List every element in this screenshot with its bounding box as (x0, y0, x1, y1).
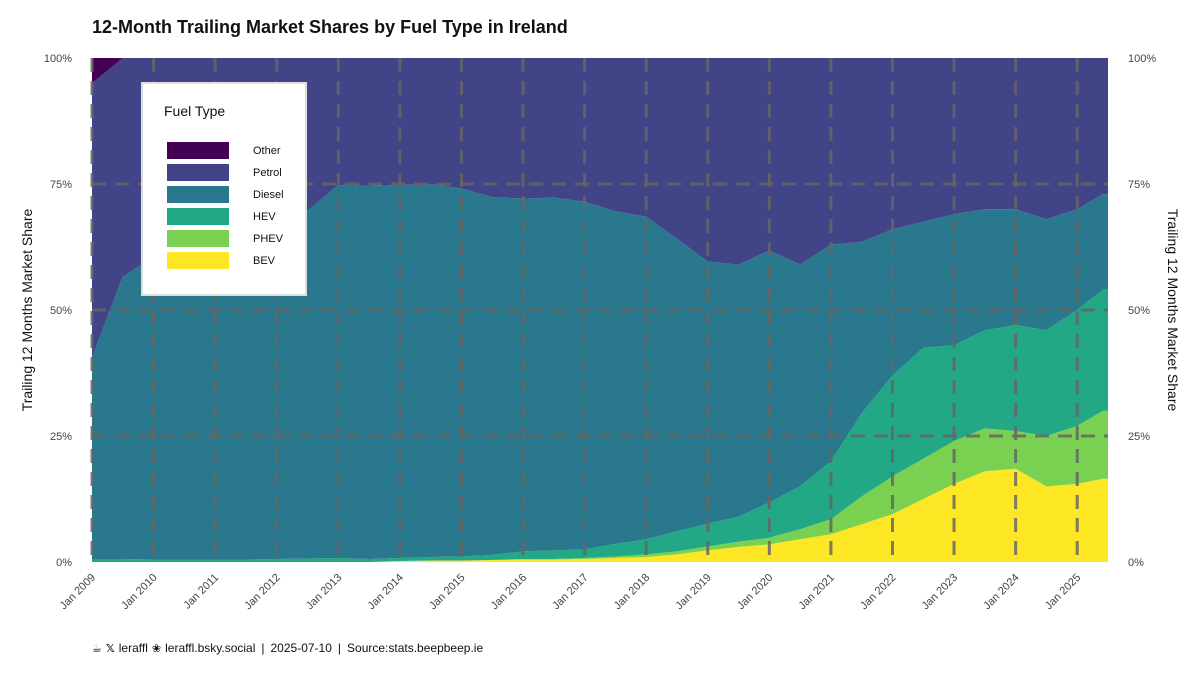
y-tick-left: 25% (50, 431, 72, 443)
caption-separator: | (337, 641, 342, 655)
legend-label-phev: PHEV (253, 233, 284, 245)
coffee-icon: ☕ (92, 642, 102, 655)
x-tick: Jan 2013 (304, 572, 344, 612)
legend-swatch-other (167, 142, 229, 159)
area-phev (92, 410, 1108, 562)
x-tick: Jan 2014 (366, 572, 406, 612)
x-tick: Jan 2022 (858, 572, 898, 612)
x-tick: Jan 2020 (735, 572, 775, 612)
legend-swatch-hev (167, 208, 229, 225)
chart-title: 12-Month Trailing Market Shares by Fuel … (92, 17, 568, 37)
caption-separator: | (261, 641, 265, 655)
caption-source: Source:stats.beepbeep.ie (347, 641, 484, 655)
x-tick: Jan 2017 (550, 572, 590, 612)
y-tick-left: 75% (50, 179, 72, 191)
y-axis-right: 0% 25% 50% 75% 100% (1128, 53, 1156, 569)
x-tick: Jan 2021 (797, 572, 837, 612)
x-tick: Jan 2025 (1043, 572, 1083, 612)
x-tick: Jan 2023 (920, 572, 960, 612)
legend: Fuel Type Other Petrol Diesel HEV PHEV BEV (141, 82, 307, 296)
y-tick-right: 0% (1128, 557, 1144, 569)
y-tick-right: 100% (1128, 53, 1156, 65)
y-tick-left: 0% (56, 557, 72, 569)
area-diesel (92, 184, 1108, 560)
x-tick: Jan 2019 (673, 572, 713, 612)
x-axis: Jan 2009 Jan 2010 Jan 2011 Jan 2012 Jan 2013… (58, 572, 1084, 612)
y-tick-left: 50% (50, 305, 72, 317)
caption-x-handle: leraffl (118, 641, 148, 655)
caption: ☕ 𝕏 leraffl ❀ leraffl.bsky.social | 2025… (92, 641, 483, 655)
legend-label-other: Other (253, 145, 281, 157)
x-tick: Jan 2018 (612, 572, 652, 612)
caption-bsky-handle: leraffl.bsky.social (165, 641, 256, 655)
legend-swatch-phev (167, 230, 229, 247)
area-petrol (92, 58, 1108, 358)
y-tick-right: 75% (1128, 179, 1150, 191)
caption-date: 2025-07-10 (270, 641, 332, 655)
y-axis-left: 0% 25% 50% 75% 100% (44, 53, 72, 569)
y-axis-title-left: Trailing 12 Months Market Share (19, 209, 35, 412)
legend-swatch-petrol (167, 164, 229, 181)
x-logo-icon: 𝕏 (105, 642, 115, 655)
x-tick: Jan 2024 (981, 572, 1021, 612)
legend-label-bev: BEV (253, 255, 276, 267)
x-tick: Jan 2011 (181, 572, 221, 612)
y-tick-left: 100% (44, 53, 72, 65)
legend-label-hev: HEV (253, 211, 276, 223)
x-tick: Jan 2016 (489, 572, 529, 612)
stacked-areas (92, 58, 1108, 562)
legend-label-petrol: Petrol (253, 167, 282, 179)
area-hev (92, 289, 1108, 562)
y-axis-title-right: Trailing 12 Months Market Share (1165, 209, 1181, 412)
legend-swatch-bev (167, 252, 229, 269)
legend-title: Fuel Type (164, 103, 225, 119)
legend-label-diesel: Diesel (253, 189, 284, 201)
x-tick: Jan 2010 (119, 572, 159, 612)
x-tick: Jan 2015 (427, 572, 467, 612)
y-tick-right: 25% (1128, 431, 1150, 443)
x-tick: Jan 2012 (242, 572, 282, 612)
area-bev (92, 468, 1108, 562)
legend-swatch-diesel (167, 186, 229, 203)
x-tick: Jan 2009 (58, 572, 98, 612)
butterfly-icon: ❀ (151, 642, 162, 655)
y-tick-right: 50% (1128, 305, 1150, 317)
